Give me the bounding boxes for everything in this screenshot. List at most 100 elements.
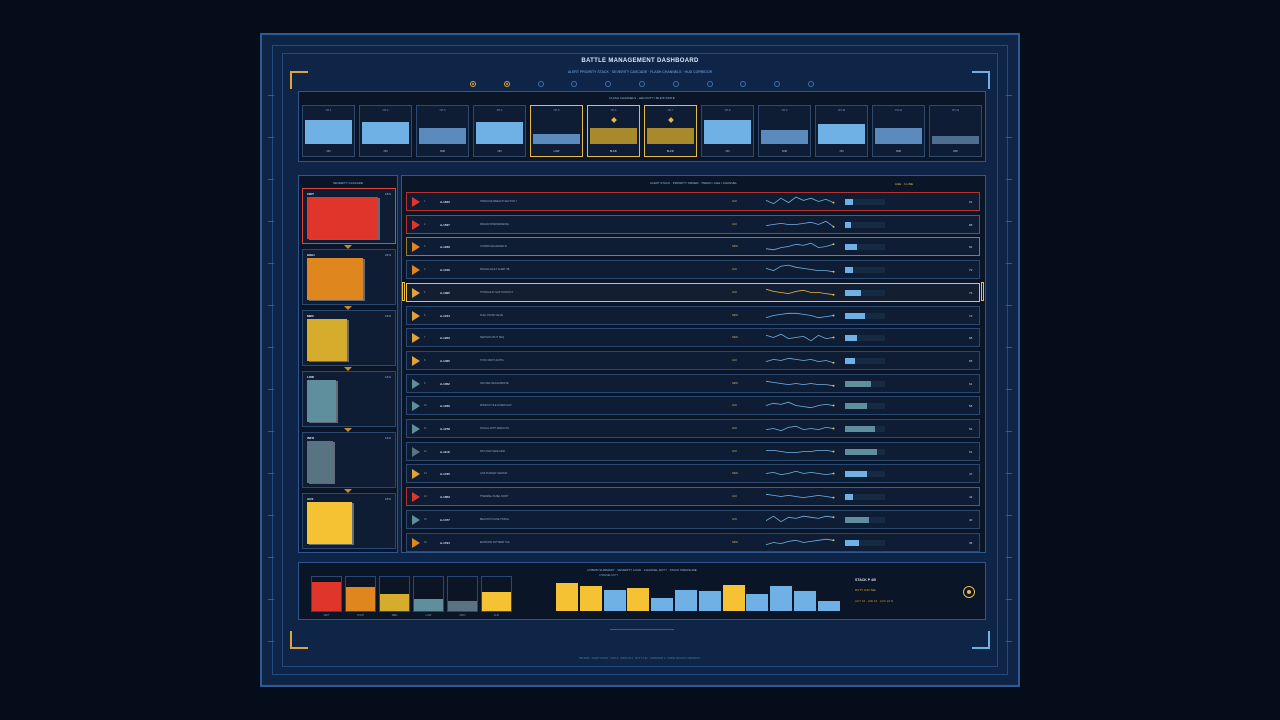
flash-channel-card[interactable]: CH-9 DIM [758, 105, 811, 157]
alert-stack-title: ALERT STACK · PRIORITY ORDER · TREND / A… [649, 181, 738, 185]
flash-channel-card[interactable]: CH-2 ON [359, 105, 412, 157]
summary-severity-card[interactable]: CRIT [311, 576, 342, 617]
alert-id[interactable]: A-1236 [440, 404, 450, 409]
trend-endpoint [832, 293, 835, 296]
trend-line [765, 220, 834, 227]
flash-channel-card[interactable]: CH-1 ON [302, 105, 355, 157]
flash-channel-card[interactable]: CH-11 DIM [872, 105, 925, 157]
alert-state: ACK [732, 200, 738, 203]
severity-card-med[interactable]: MED 16% [302, 310, 396, 366]
alert-progress-bar [845, 357, 885, 364]
alert-id[interactable]: A-1244 [440, 313, 450, 318]
alert-progress-bar [845, 380, 885, 387]
alert-id[interactable]: A-1735 [440, 472, 450, 477]
alert-progress-bar [845, 426, 885, 432]
alert-row[interactable]: 9 A-1052 NAV REF RECALIBRATE NEW 61 [406, 373, 980, 393]
alert-score: 79 [969, 268, 973, 273]
alert-id[interactable]: A-1052 [440, 381, 450, 386]
alert-score: 61 [969, 381, 973, 386]
flash-channel-card[interactable]: CH-6 BLINK [587, 105, 640, 157]
flash-channel-card[interactable]: CH-5 LOW [530, 105, 583, 157]
hybrid-summary-title: HYBRID SUMMARY · SEVERITY LOAD · CHANNEL… [587, 568, 697, 572]
alert-id[interactable]: A-1395 [440, 290, 450, 295]
chevron-down-icon [344, 367, 352, 371]
severity-card-low[interactable]: LOW 14% [302, 371, 396, 427]
flash-channel-label: CH-2 [382, 109, 389, 112]
alert-row[interactable]: 4 A-1016 RANGE FAULT ALERT 9B ACK 79 [406, 260, 980, 280]
summary-severity-label: AUX [493, 614, 500, 617]
alert-id[interactable]: A-1465 [440, 358, 450, 363]
priority-triangle-icon [412, 242, 420, 253]
alert-id[interactable]: A-1843 [440, 200, 450, 204]
summary-severity-card[interactable]: AUX [481, 576, 512, 617]
severity-card-info[interactable]: INFO 12% [302, 432, 396, 488]
alert-id[interactable]: A-1853 [440, 495, 450, 500]
alert-score: 72 [969, 313, 973, 318]
summary-severity-card[interactable]: HIGH [345, 576, 376, 617]
flash-channel-card[interactable]: CH-3 DIM [416, 105, 469, 157]
alert-row[interactable]: 7 A-1253 SENSOR SPLIT SEQ NEW 68 [406, 328, 980, 348]
flash-channel-card[interactable]: CH-7 BLINK [644, 105, 697, 157]
alert-progress-fill [845, 312, 865, 319]
alert-row[interactable]: 13 A-1735 LINK BUDGET MARGIN NEW 47 [406, 464, 980, 484]
alert-row[interactable]: 11 A-1278 SIGNAL PATH REROUTE ACK 54 [406, 419, 980, 438]
priority-triangle-icon [412, 219, 420, 230]
channel-duty-bar [579, 586, 602, 611]
alert-state: ACK [732, 358, 738, 362]
alert-id[interactable]: A-1278 [440, 427, 450, 431]
flash-channel-card[interactable]: CH-8 ON [701, 105, 754, 157]
alert-id[interactable]: A-1229 [440, 245, 450, 250]
alert-id[interactable]: A-1527 [440, 222, 450, 227]
trend-line [765, 493, 834, 499]
alert-id[interactable]: A-1477 [440, 517, 450, 522]
alert-id[interactable]: A-1253 [440, 336, 450, 341]
trend-endpoint [832, 427, 835, 430]
channel-duty-bar [794, 590, 816, 611]
flash-channel-card[interactable]: CH-10 ON [815, 105, 868, 157]
alert-row[interactable]: 6 A-1244 FUEL STATE VALVE NEW 72 [406, 305, 980, 325]
trend-line [765, 288, 834, 295]
alert-row[interactable]: 14 A-1853 THERMAL PANEL DRIFT ACK 43 [406, 487, 980, 507]
severity-card-crit[interactable]: CRIT 18% [302, 188, 396, 244]
severity-name: CRIT [307, 192, 314, 196]
summary-severity-card[interactable]: MED [379, 576, 410, 617]
alert-id[interactable]: A-1794 [440, 540, 450, 545]
corner-bracket-tl [290, 71, 308, 89]
alert-rank: 6 [424, 313, 426, 317]
alert-row[interactable]: 10 A-1236 MISSION TILE OVERFLOW ACK 58 [406, 396, 980, 416]
alert-id[interactable]: A-1016 [440, 268, 450, 273]
summary-severity-card[interactable]: LOW [413, 576, 444, 617]
alert-row[interactable]: 5 A-1395 HYDRAULIC SLIP CONTACT ACK 76 [402, 281, 984, 302]
alert-rank: 4 [424, 268, 426, 272]
flash-channel-state: BLINK [609, 150, 618, 153]
flash-channel-level-bar [305, 120, 352, 144]
alert-trend-sparkline [765, 220, 835, 228]
alert-rank: 14 [424, 495, 427, 499]
alert-row[interactable]: 16 A-1794 EMISSION PATTERN TAIL NEW 38 [406, 532, 980, 552]
alert-row[interactable]: 2 A-1527 RADAR INTERFERENCE ACK 88 [406, 214, 980, 234]
indicator-dot-10 [774, 81, 781, 87]
page-subtitle: ALERT PRIORITY STACK · SEVERITY CASCADE … [567, 70, 713, 74]
trend-line [765, 471, 834, 476]
left-ticks [268, 95, 274, 655]
alert-trend-sparkline [765, 493, 835, 499]
trend-endpoint [832, 538, 835, 541]
target-reticle-icon[interactable] [963, 586, 975, 598]
trend-line [765, 333, 834, 342]
alert-score: 84 [969, 245, 973, 250]
flash-channel-card[interactable]: CH-4 ON [473, 105, 526, 157]
alert-id[interactable]: A-1118 [440, 449, 450, 454]
flash-channel-state: OFF [953, 150, 958, 153]
alert-trend-sparkline [765, 288, 835, 296]
severity-card-high[interactable]: HIGH 22% [302, 249, 396, 305]
alert-row[interactable]: 12 A-1118 PAYLOAD SAFE ARM ACK 51 [406, 441, 980, 461]
alert-row[interactable]: 15 A-1477 BEACON PULSE TIMING ACK 40 [406, 509, 980, 529]
summary-severity-card[interactable]: INFO [447, 576, 478, 617]
alert-row[interactable]: 3 A-1229 COMMS DEGRADED B NEW 84 [406, 237, 980, 257]
alert-trend-sparkline [765, 538, 835, 545]
alert-state: ACK [732, 268, 738, 272]
severity-card-aux[interactable]: AUX 18% [302, 493, 396, 549]
alert-row[interactable]: 1 A-1843 HARDLINE BREACH SECTOR 7 ACK 91 [406, 192, 980, 211]
flash-channel-card[interactable]: CH-12 OFF [929, 105, 982, 157]
alert-row[interactable]: 8 A-1465 SYNC DRIFT ALPHA ACK 65 [406, 350, 980, 370]
